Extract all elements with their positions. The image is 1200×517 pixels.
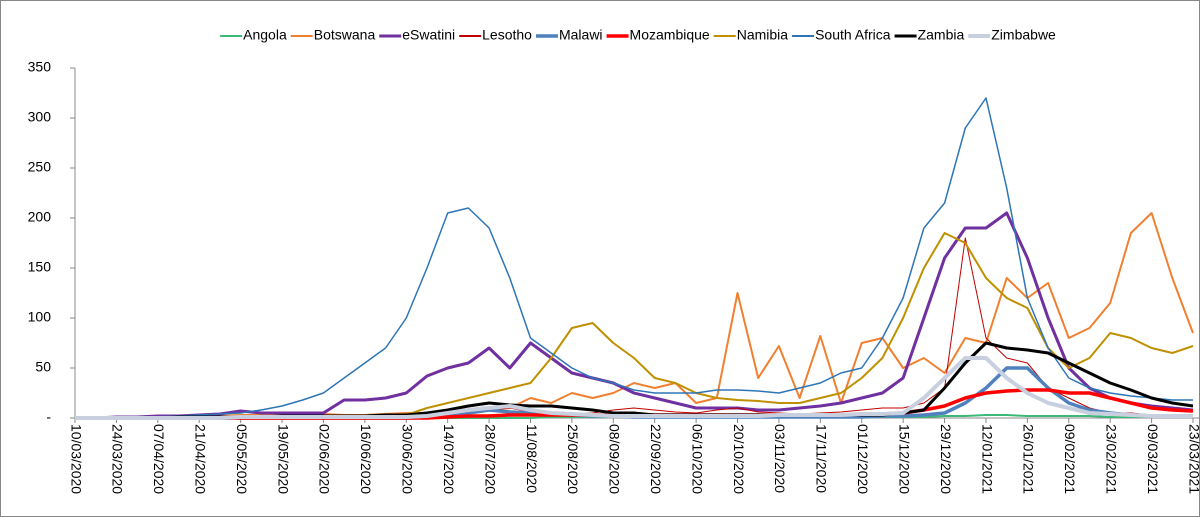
x-tick-label: 29/12/2020 bbox=[938, 424, 954, 494]
legend-item: Lesotho bbox=[459, 27, 532, 43]
x-tick-label: 02/06/2020 bbox=[317, 424, 333, 494]
series-line bbox=[75, 356, 1193, 420]
x-tick-label: 03/11/2020 bbox=[772, 424, 788, 493]
x-tick-label: 17/11/2020 bbox=[814, 424, 830, 493]
x-tick-label: 15/12/2020 bbox=[896, 424, 912, 494]
legend-label: South Africa bbox=[815, 27, 891, 43]
legend-label: Mozambique bbox=[630, 27, 710, 43]
x-tick-label: 23/02/2021 bbox=[1103, 424, 1119, 494]
series-line bbox=[75, 211, 1194, 420]
legend-label: eSwatini bbox=[402, 27, 455, 43]
legend-item: Mozambique bbox=[606, 27, 710, 43]
x-tick-label: 22/09/2020 bbox=[648, 424, 664, 494]
x-tick-label: 19/05/2020 bbox=[275, 424, 291, 494]
legend-item: Botswana bbox=[290, 27, 376, 43]
series-line bbox=[75, 97, 1193, 419]
y-tick-label: 200 bbox=[28, 209, 52, 225]
x-tick-label: 23/03/2021 bbox=[1186, 424, 1200, 494]
legend: Angola Botswana eSwatini Lesotho Malawi Mozam… bbox=[220, 27, 1056, 43]
x-tick-label: 11/08/2020 bbox=[524, 424, 540, 493]
y-tick-label: - bbox=[46, 409, 51, 425]
legend-item: Zimbabwe bbox=[968, 27, 1056, 43]
y-tick-label: 100 bbox=[28, 309, 52, 325]
y-tick-label: 300 bbox=[28, 109, 52, 125]
legend-label: Lesotho bbox=[482, 27, 532, 43]
x-tick-label: 12/01/2021 bbox=[979, 424, 995, 494]
x-tick-label: 24/03/2020 bbox=[110, 424, 126, 494]
x-tick-label: 30/06/2020 bbox=[400, 424, 416, 494]
x-tick-label: 05/05/2020 bbox=[234, 424, 250, 494]
x-tick-label: 16/06/2020 bbox=[358, 424, 374, 494]
legend-label: Zambia bbox=[918, 27, 965, 43]
x-tick-label: 14/07/2020 bbox=[441, 424, 457, 494]
legend-item: South Africa bbox=[792, 27, 891, 43]
x-tick-label: 26/01/2021 bbox=[1021, 424, 1037, 494]
x-tick-label: 09/02/2021 bbox=[1062, 424, 1078, 494]
x-tick-label: 20/10/2020 bbox=[731, 424, 747, 494]
x-tick-label: 25/08/2020 bbox=[565, 424, 581, 494]
legend-item: Namibia bbox=[713, 27, 789, 43]
legend-item: eSwatini bbox=[379, 27, 455, 43]
y-tick-label: 50 bbox=[35, 359, 51, 375]
legend-item: Angola bbox=[220, 27, 287, 43]
x-tick-label: 08/09/2020 bbox=[607, 424, 623, 494]
legend-label: Malawi bbox=[559, 27, 603, 43]
legend-label: Namibia bbox=[737, 27, 789, 43]
x-tick-label: 21/04/2020 bbox=[193, 424, 209, 494]
x-tick-label: 10/03/2020 bbox=[68, 424, 84, 494]
y-tick-label: 150 bbox=[28, 259, 52, 275]
y-tick-label: 250 bbox=[28, 159, 52, 175]
legend-item: Zambia bbox=[894, 27, 965, 43]
legend-label: Angola bbox=[243, 27, 287, 43]
x-tick-label: 07/04/2020 bbox=[151, 424, 167, 494]
y-tick-label: 350 bbox=[28, 59, 52, 75]
x-tick-label: 01/12/2020 bbox=[855, 424, 871, 494]
x-tick-label: 28/07/2020 bbox=[482, 424, 498, 494]
x-tick-label: 09/03/2021 bbox=[1145, 424, 1161, 494]
legend-item: Malawi bbox=[535, 27, 603, 43]
x-tick-label: 06/10/2020 bbox=[689, 424, 705, 494]
legend-label: Zimbabwe bbox=[991, 27, 1056, 43]
legend-label: Botswana bbox=[314, 27, 376, 43]
